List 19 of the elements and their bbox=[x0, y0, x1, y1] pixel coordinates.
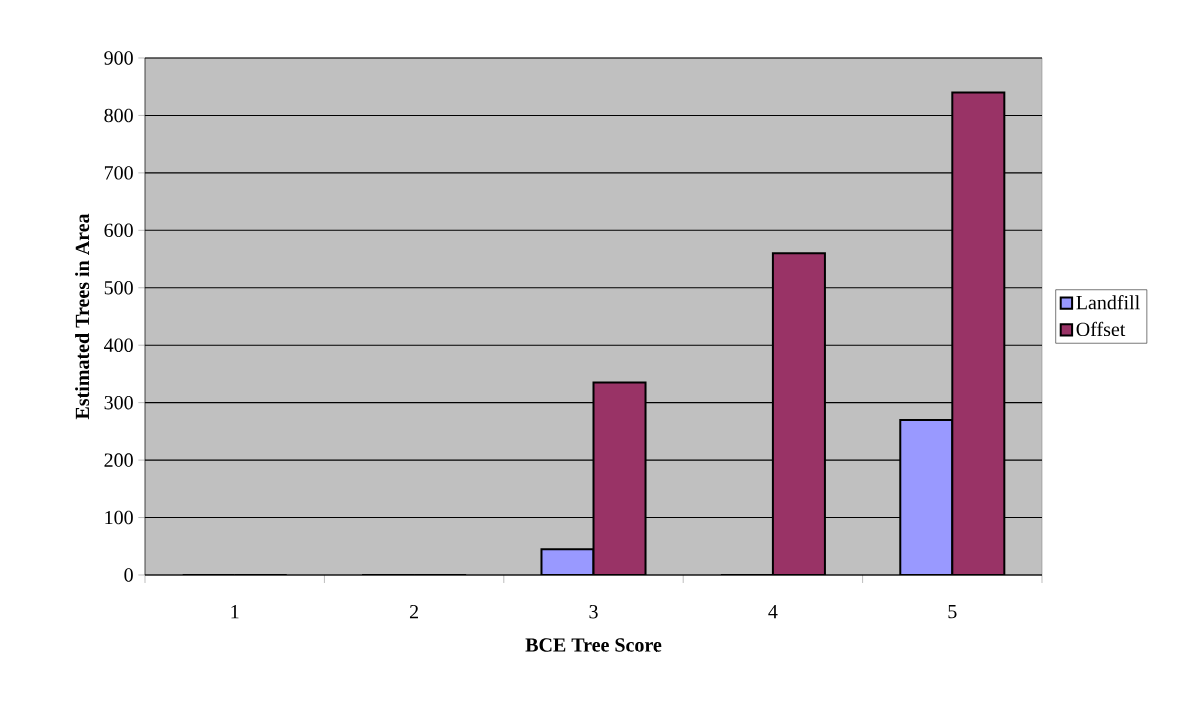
y-axis-title: Estimated Trees in Area bbox=[75, 213, 90, 420]
x-axis-title: BCE Tree Score bbox=[525, 638, 662, 652]
x-tick-label: 2 bbox=[409, 605, 418, 619]
legend-label: Offset bbox=[1076, 321, 1126, 337]
x-tick-label: 1 bbox=[231, 605, 239, 619]
y-tick-label: 100 bbox=[105, 510, 133, 525]
legend-label: Landfill bbox=[1076, 295, 1140, 310]
y-tick-label: 900 bbox=[104, 51, 133, 65]
x-tick-label: 3 bbox=[589, 605, 598, 619]
y-tick-label: 0 bbox=[124, 568, 133, 582]
y-tick-label: 300 bbox=[104, 395, 133, 410]
y-tick-label: 800 bbox=[104, 108, 133, 123]
x-tick-label: 4 bbox=[768, 605, 778, 619]
y-tick-label: 500 bbox=[104, 281, 133, 295]
y-tick-label: 700 bbox=[104, 166, 133, 180]
y-tick-label: 400 bbox=[104, 338, 133, 352]
y-tick-label: 600 bbox=[104, 223, 133, 238]
x-tick-label: 5 bbox=[948, 605, 957, 619]
y-tick-label: 200 bbox=[104, 453, 133, 467]
